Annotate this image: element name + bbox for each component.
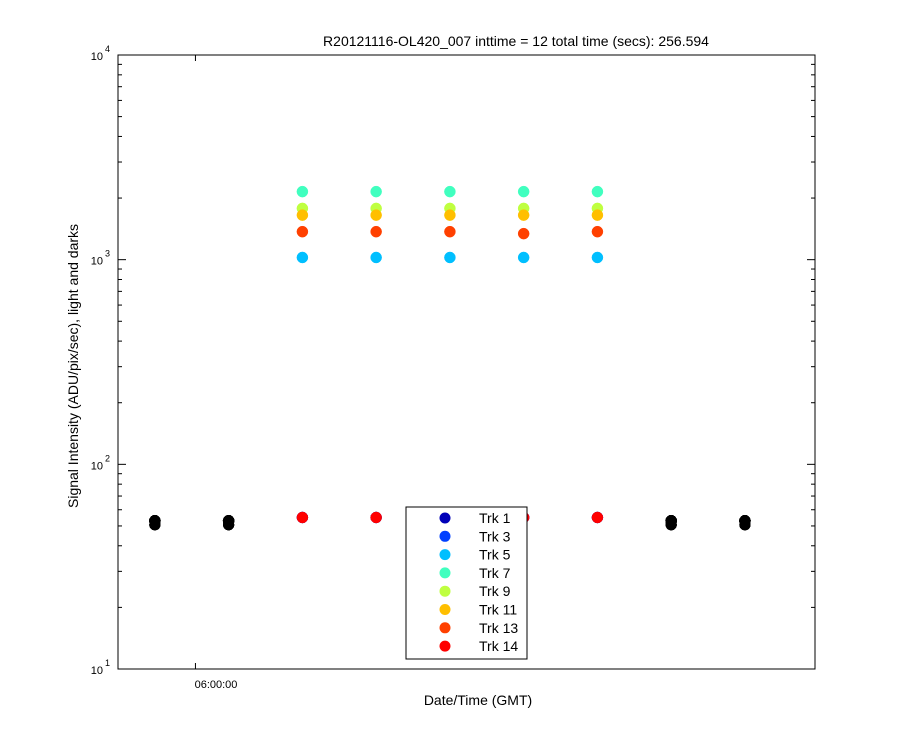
legend-marker bbox=[439, 512, 451, 524]
y-tick-label: 10 bbox=[91, 256, 103, 268]
legend-label: Trk 9 bbox=[479, 583, 511, 599]
x-axis-label: Date/Time (GMT) bbox=[424, 692, 532, 708]
data-point bbox=[591, 511, 604, 524]
data-point bbox=[591, 185, 604, 198]
y-tick-exponent: 1 bbox=[105, 658, 110, 668]
data-point bbox=[370, 251, 382, 264]
chart-title: R20121116-OL420_007 inttime = 12 total t… bbox=[323, 33, 709, 49]
data-point bbox=[444, 185, 456, 198]
data-point bbox=[444, 225, 456, 238]
legend-label: Trk 14 bbox=[479, 638, 518, 654]
x-tick-label: 06:00:00 bbox=[195, 679, 238, 691]
data-point bbox=[591, 225, 604, 238]
y-tick-label: 10 bbox=[91, 460, 103, 472]
data-point bbox=[517, 209, 530, 221]
data-point bbox=[665, 519, 677, 531]
legend-marker bbox=[439, 640, 451, 652]
data-point bbox=[739, 519, 751, 531]
legend-label: Trk 5 bbox=[479, 547, 511, 563]
data-point bbox=[370, 225, 382, 238]
data-point bbox=[149, 519, 161, 531]
legend-label: Trk 13 bbox=[479, 620, 518, 636]
data-point bbox=[517, 185, 530, 198]
legend-label: Trk 7 bbox=[479, 565, 511, 581]
y-tick-exponent: 4 bbox=[105, 44, 110, 54]
legend-marker bbox=[439, 549, 451, 561]
data-point bbox=[591, 209, 604, 221]
data-point bbox=[444, 251, 456, 264]
data-point bbox=[517, 251, 530, 264]
legend-marker bbox=[439, 622, 451, 634]
legend-label: Trk 3 bbox=[479, 528, 511, 544]
y-tick-label: 10 bbox=[91, 665, 103, 677]
data-point bbox=[296, 209, 309, 221]
legend-marker bbox=[439, 585, 451, 597]
data-point bbox=[223, 519, 235, 531]
legend-label: Trk 11 bbox=[479, 602, 517, 618]
data-point bbox=[296, 511, 309, 524]
data-point bbox=[296, 225, 309, 238]
data-point bbox=[591, 251, 604, 264]
data-point bbox=[296, 185, 309, 198]
data-point bbox=[370, 511, 382, 524]
legend-marker bbox=[439, 567, 451, 579]
data-point bbox=[444, 209, 456, 221]
y-tick-label: 10 bbox=[91, 51, 103, 63]
legend-marker bbox=[439, 604, 451, 615]
y-tick-exponent: 3 bbox=[105, 249, 110, 259]
data-point bbox=[370, 209, 382, 221]
legend: Trk 1 Trk 3 Trk 5 Trk 7 Trk 9 Trk 11 Trk 13 Trk… bbox=[405, 506, 528, 660]
y-axis-label: Signal Intensity (ADU/pix/sec), light an… bbox=[65, 224, 81, 508]
legend-box bbox=[405, 506, 528, 660]
legend-marker bbox=[439, 530, 451, 542]
legend-label: Trk 1 bbox=[479, 510, 511, 526]
data-point bbox=[370, 185, 382, 198]
y-tick-exponent: 2 bbox=[105, 453, 110, 463]
data-point bbox=[296, 251, 309, 264]
data-point bbox=[517, 227, 530, 240]
